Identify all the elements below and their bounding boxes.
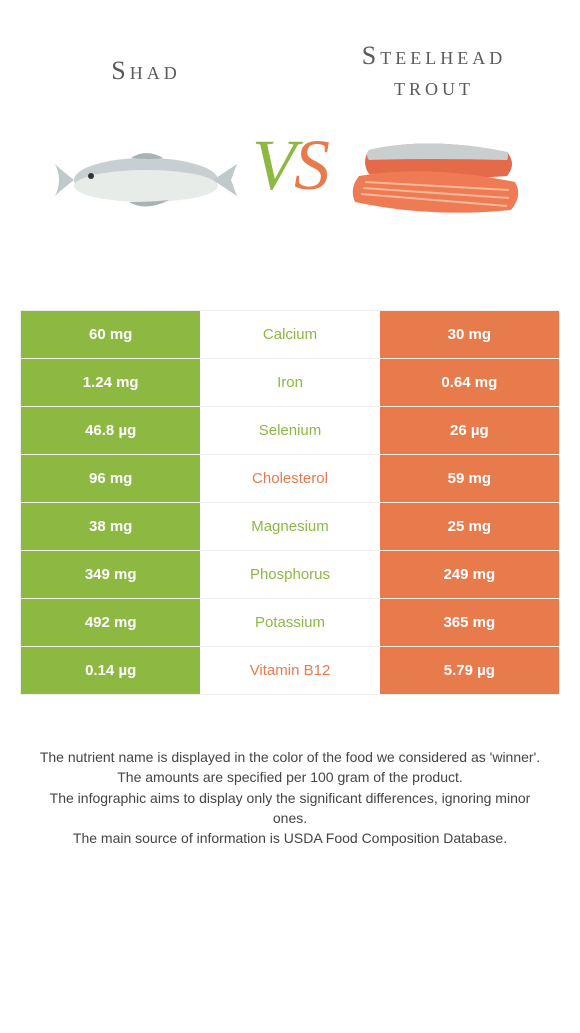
nutrient-name: Calcium xyxy=(200,311,379,358)
left-value: 60 mg xyxy=(21,311,200,358)
right-value: 249 mg xyxy=(380,551,559,598)
trout-image xyxy=(318,125,550,235)
table-row: 46.8 µgSelenium26 µg xyxy=(21,406,559,454)
right-food-title: Steelhead trout xyxy=(318,35,550,107)
right-value: 365 mg xyxy=(380,599,559,646)
left-value: 0.14 µg xyxy=(21,647,200,694)
left-food-column: Shad xyxy=(30,35,262,235)
footer-line-2: The amounts are specified per 100 gram o… xyxy=(36,767,544,787)
nutrient-name: Magnesium xyxy=(200,503,379,550)
nutrient-table: 60 mgCalcium30 mg1.24 mgIron0.64 mg46.8 … xyxy=(20,310,560,695)
right-value: 5.79 µg xyxy=(380,647,559,694)
right-value: 59 mg xyxy=(380,455,559,502)
left-value: 492 mg xyxy=(21,599,200,646)
left-value: 349 mg xyxy=(21,551,200,598)
nutrient-name: Cholesterol xyxy=(200,455,379,502)
footer-notes: The nutrient name is displayed in the co… xyxy=(36,747,544,848)
right-value: 30 mg xyxy=(380,311,559,358)
vs-v: V xyxy=(252,125,294,205)
table-row: 96 mgCholesterol59 mg xyxy=(21,454,559,502)
footer-line-4: The main source of information is USDA F… xyxy=(36,828,544,848)
left-value: 96 mg xyxy=(21,455,200,502)
table-row: 349 mgPhosphorus249 mg xyxy=(21,550,559,598)
footer-line-1: The nutrient name is displayed in the co… xyxy=(36,747,544,767)
right-food-column: Steelhead trout xyxy=(318,35,550,235)
nutrient-name: Iron xyxy=(200,359,379,406)
table-row: 1.24 mgIron0.64 mg xyxy=(21,358,559,406)
right-value: 0.64 mg xyxy=(380,359,559,406)
nutrient-name: Vitamin B12 xyxy=(200,647,379,694)
header: Shad VS Steelhead trout xyxy=(0,0,580,260)
left-value: 46.8 µg xyxy=(21,407,200,454)
nutrient-name: Phosphorus xyxy=(200,551,379,598)
vs-label: VS xyxy=(252,129,328,201)
table-row: 60 mgCalcium30 mg xyxy=(21,310,559,358)
left-food-title: Shad xyxy=(30,35,262,107)
table-row: 0.14 µgVitamin B125.79 µg xyxy=(21,646,559,694)
footer-line-3: The infographic aims to display only the… xyxy=(36,788,544,829)
right-value: 25 mg xyxy=(380,503,559,550)
nutrient-name: Potassium xyxy=(200,599,379,646)
right-value: 26 µg xyxy=(380,407,559,454)
nutrient-name: Selenium xyxy=(200,407,379,454)
shad-image xyxy=(30,125,262,235)
left-value: 1.24 mg xyxy=(21,359,200,406)
left-value: 38 mg xyxy=(21,503,200,550)
table-row: 492 mgPotassium365 mg xyxy=(21,598,559,646)
table-row: 38 mgMagnesium25 mg xyxy=(21,502,559,550)
